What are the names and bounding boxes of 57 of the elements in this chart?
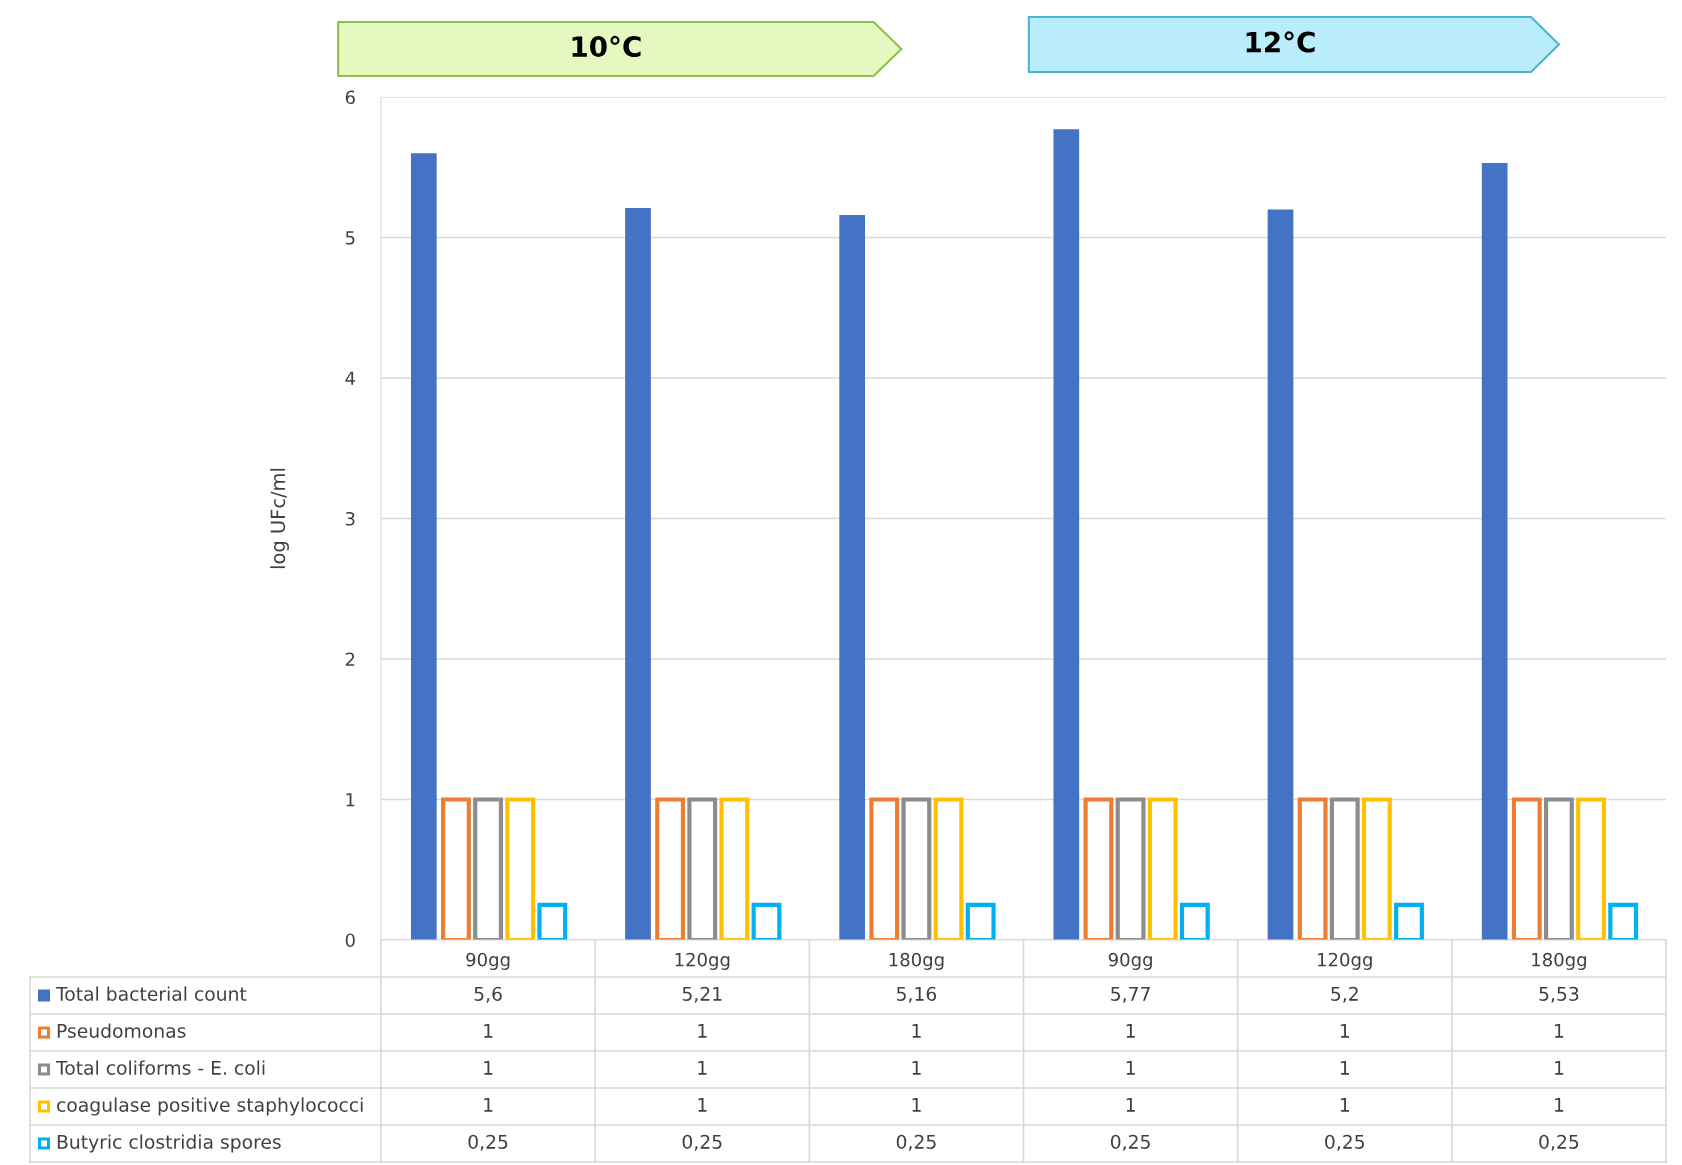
data-label: 1	[1555, 1098, 1564, 1112]
data-label: 1	[1340, 1024, 1349, 1038]
legend-label: coagulase positive staphylococci	[57, 1097, 363, 1116]
data-label: 1	[912, 1098, 921, 1112]
x-tick-label: 120gg	[675, 952, 730, 970]
legend-label: Pseudomonas	[57, 1023, 186, 1038]
data-label: 5,53	[1539, 986, 1579, 1003]
legend-label: Total bacterial count	[55, 986, 247, 1001]
data-label: 0,25	[1539, 1134, 1579, 1151]
legend-label: Total coliforms - E. coli	[55, 1060, 265, 1075]
data-label: 1	[698, 1098, 707, 1112]
data-label: 1	[1126, 1098, 1135, 1112]
data-label: 1	[484, 1024, 493, 1038]
data-label: 1	[912, 1024, 921, 1038]
text: 10°C	[572, 35, 641, 58]
data-label: 0,25	[896, 1134, 936, 1151]
data-label: 5,21	[682, 986, 722, 1003]
y-tick-label: 1	[346, 793, 355, 807]
data-label: 5,16	[896, 986, 937, 1003]
legend-label: Butyric clostridia spores	[57, 1134, 281, 1153]
bar	[1053, 129, 1080, 940]
y-tick-label: 6	[345, 90, 355, 105]
data-label: 0,25	[682, 1134, 722, 1151]
x-tick-label: 180gg	[889, 952, 944, 970]
data-label: 1	[1126, 1024, 1135, 1038]
data-label: 1	[484, 1061, 493, 1075]
y-tick-label: 2	[345, 652, 355, 666]
x-tick-label: 180gg	[1532, 952, 1586, 970]
bar	[1481, 163, 1508, 940]
x-tick-label: 120gg	[1318, 952, 1372, 970]
data-label: 0,25	[468, 1134, 508, 1151]
data-label: 1	[912, 1061, 921, 1075]
data-label: 0,25	[1325, 1134, 1364, 1151]
data-label: 5,2	[1331, 986, 1358, 1003]
bar	[1267, 209, 1294, 940]
data-label: 5,77	[1111, 987, 1150, 1003]
y-axis-title: log UFc/ml	[270, 468, 289, 569]
data-label: 1	[698, 1024, 707, 1038]
bar	[410, 153, 437, 940]
data-label: 1	[1555, 1024, 1564, 1038]
data-label: 1	[698, 1061, 707, 1075]
data-label: 1	[1126, 1061, 1135, 1075]
y-tick-label: 4	[345, 371, 355, 385]
text: 12°C	[1246, 31, 1315, 53]
y-tick-label: 5	[345, 231, 355, 245]
y-tick-label: 0	[345, 933, 355, 948]
bar	[625, 208, 651, 940]
bar	[839, 215, 866, 940]
x-tick-label: 90gg	[1108, 952, 1152, 970]
data-label: 5,6	[474, 986, 502, 1003]
x-tick-label: 90gg	[466, 952, 510, 970]
data-label: 0,25	[1110, 1134, 1150, 1151]
data-label: 1	[484, 1098, 493, 1112]
data-label: 1	[1555, 1061, 1564, 1075]
data-label: 1	[1340, 1098, 1349, 1112]
data-label: 1	[1340, 1061, 1349, 1075]
y-tick-label: 3	[345, 511, 355, 526]
